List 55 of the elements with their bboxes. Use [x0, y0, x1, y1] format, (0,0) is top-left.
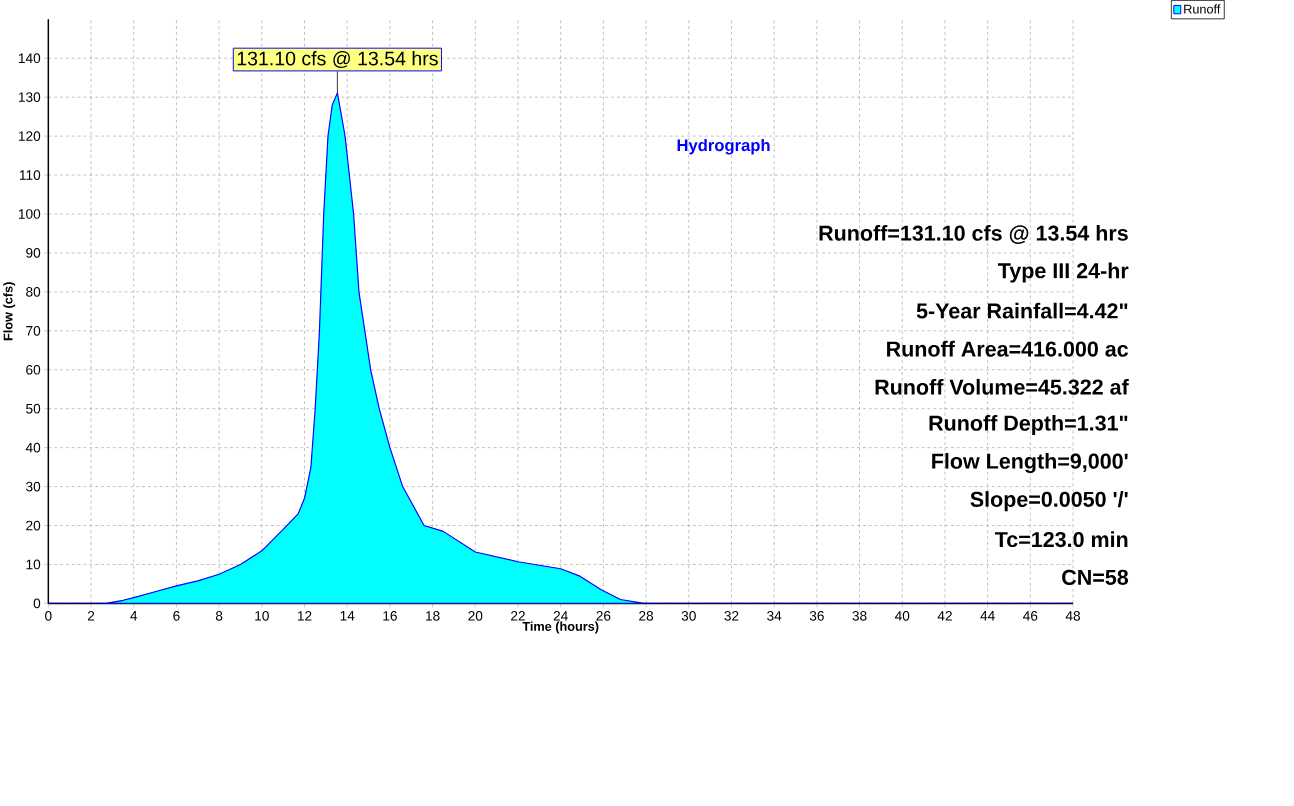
- y-tick-label: 80: [26, 287, 41, 297]
- x-tick-label: 28: [639, 611, 654, 621]
- x-tick-label: 0: [45, 611, 52, 621]
- x-tick-label: 16: [383, 611, 397, 621]
- x-tick-label: 10: [255, 611, 269, 621]
- x-tick-label: 38: [852, 611, 867, 621]
- x-tick-label: 46: [1023, 611, 1038, 621]
- y-tick-label: 60: [26, 364, 41, 375]
- legend-label: Runoff: [1184, 4, 1221, 14]
- x-tick-label: 18: [426, 611, 440, 621]
- annotation: Runoff Volume=45.322 af: [875, 378, 1129, 395]
- y-tick-label: 20: [26, 520, 41, 531]
- x-tick-label: 6: [173, 611, 180, 621]
- y-tick-label: 40: [25, 442, 41, 453]
- x-tick-label: 14: [340, 611, 355, 621]
- annotation: Flow Length=9,000': [932, 453, 1128, 474]
- x-tick-label: 4: [130, 611, 138, 621]
- annotation: 131.10 cfs @ 13.54 hrs: [237, 51, 438, 68]
- x-tick-label: 44: [980, 611, 995, 621]
- x-tick-label: 22: [511, 611, 525, 621]
- x-axis-title: Time (hours): [522, 621, 599, 634]
- y-tick-label: 120: [18, 131, 41, 141]
- x-tick-label: 36: [809, 611, 824, 621]
- annotation: Runoff=131.10 cfs @ 13.54 hrs: [819, 225, 1128, 244]
- annotation: Type III 24-hr: [998, 262, 1129, 283]
- x-tick-label: 24: [553, 611, 568, 621]
- x-tick-label: 8: [215, 611, 223, 621]
- x-tick-label: 2: [87, 611, 95, 621]
- x-tick-label: 20: [468, 611, 483, 621]
- annotation: Runoff Depth=1.31": [929, 414, 1128, 435]
- y-axis-title: Flow (cfs): [3, 282, 16, 341]
- x-tick-label: 42: [937, 611, 952, 621]
- x-tick-label: 48: [1065, 611, 1081, 621]
- y-tick-label: 140: [18, 53, 41, 64]
- annotation: Slope=0.0050 '/': [970, 491, 1128, 512]
- annotation: Tc=123.0 min: [994, 531, 1128, 548]
- y-tick-label: 90: [26, 248, 41, 258]
- y-tick-label: 110: [19, 170, 41, 180]
- x-tick-label: 34: [767, 611, 782, 621]
- y-tick-label: 70: [26, 325, 41, 336]
- y-tick-label: 130: [18, 92, 41, 103]
- x-tick-label: 26: [596, 611, 611, 621]
- y-tick-label: 0: [33, 598, 41, 609]
- y-tick-label: 30: [26, 481, 41, 492]
- annotation: 5-Year Rainfall=4.42": [916, 302, 1128, 319]
- y-tick-label: 10: [26, 559, 41, 570]
- annotation: CN=58: [1062, 569, 1129, 585]
- text: Hydrograph: [677, 138, 770, 155]
- annotation: Runoff Area=416.000 ac: [887, 340, 1129, 357]
- y-tick-label: 100: [18, 209, 41, 219]
- y-tick-label: 50: [26, 403, 41, 414]
- x-tick-label: 30: [681, 611, 696, 621]
- x-tick-label: 40: [894, 611, 910, 621]
- x-tick-label: 32: [724, 611, 739, 621]
- x-tick-label: 12: [297, 611, 312, 621]
